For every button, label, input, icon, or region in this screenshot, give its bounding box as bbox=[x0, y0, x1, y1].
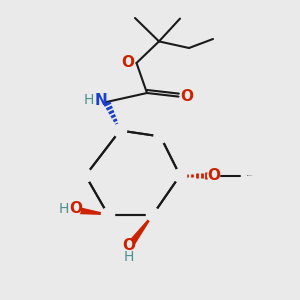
Circle shape bbox=[113, 124, 127, 137]
Text: H: H bbox=[58, 202, 69, 216]
Circle shape bbox=[154, 130, 167, 143]
Circle shape bbox=[146, 208, 160, 221]
Text: H: H bbox=[123, 250, 134, 264]
Text: methoxy: methoxy bbox=[247, 175, 253, 176]
Text: O: O bbox=[122, 55, 135, 70]
Text: O: O bbox=[69, 201, 82, 216]
Text: O: O bbox=[180, 89, 193, 104]
Circle shape bbox=[68, 204, 80, 216]
Polygon shape bbox=[126, 214, 153, 249]
Circle shape bbox=[79, 169, 92, 182]
Text: H: H bbox=[84, 94, 94, 107]
Circle shape bbox=[101, 208, 115, 221]
Circle shape bbox=[123, 241, 135, 253]
Circle shape bbox=[208, 169, 220, 181]
Text: N: N bbox=[95, 93, 107, 108]
Text: O: O bbox=[207, 168, 220, 183]
Text: O: O bbox=[122, 238, 136, 253]
Polygon shape bbox=[74, 207, 108, 214]
Circle shape bbox=[173, 169, 187, 182]
